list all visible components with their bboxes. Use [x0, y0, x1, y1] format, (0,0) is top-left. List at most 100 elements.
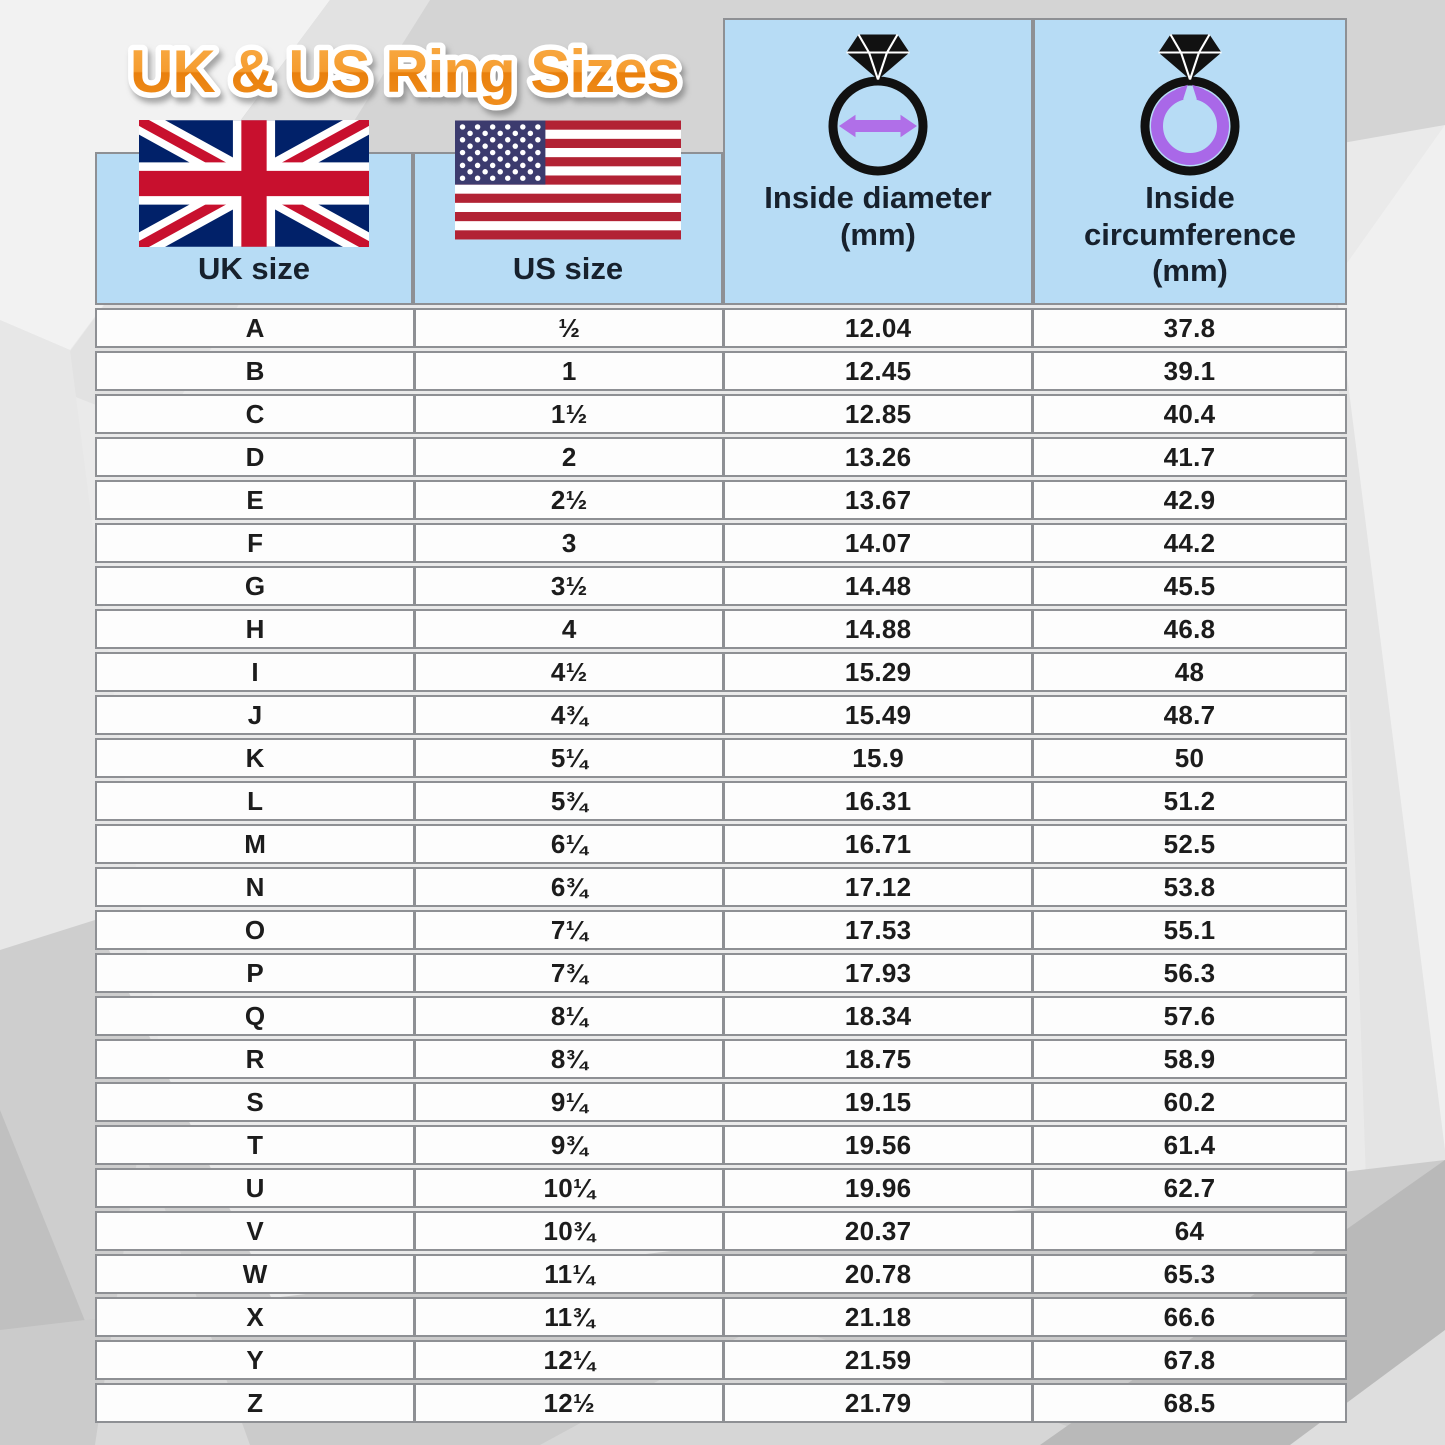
- cell-uk-size: O: [244, 914, 266, 945]
- cell-us-size: 4¾: [413, 697, 722, 733]
- cell-inside-circumference: 66.6: [1031, 1299, 1345, 1335]
- cell-us-size: 4: [413, 611, 722, 647]
- cell-inside-circumference: 61.4: [1031, 1127, 1345, 1163]
- table-row: K 5¼ 15.9 50: [95, 738, 1347, 778]
- cell-uk-size: Z: [247, 1387, 264, 1418]
- cell-uk-size: G: [244, 570, 266, 601]
- cell-us-size: 10¾: [413, 1213, 722, 1249]
- cell-inside-diameter: 17.12: [722, 869, 1031, 905]
- cell-inside-diameter: 18.75: [722, 1041, 1031, 1077]
- cell-uk-size: R: [245, 1043, 265, 1074]
- cell-us-size: 12½: [413, 1385, 722, 1421]
- us-flag: [455, 120, 681, 240]
- inside-diameter-label: Inside diameter (mm): [764, 180, 992, 252]
- cell-us-size: 12¼: [413, 1342, 722, 1378]
- cell-us-size: 9¾: [413, 1127, 722, 1163]
- table-row: T 9¾ 19.56 61.4: [95, 1125, 1347, 1165]
- table-row: J 4¾ 15.49 48.7: [95, 695, 1347, 735]
- cell-inside-circumference: 40.4: [1031, 396, 1345, 432]
- table-row: L 5¾ 16.31 51.2: [95, 781, 1347, 821]
- cell-us-size: 2: [413, 439, 722, 475]
- title-text: UK & US Ring Sizes: [130, 38, 679, 105]
- cell-uk-size: N: [245, 871, 265, 902]
- cell-inside-circumference: 57.6: [1031, 998, 1345, 1034]
- cell-inside-circumference: 48: [1031, 654, 1345, 690]
- cell-inside-circumference: 68.5: [1031, 1385, 1345, 1421]
- cell-us-size: 11¾: [413, 1299, 722, 1335]
- table-row: R 8¾ 18.75 58.9: [95, 1039, 1347, 1079]
- cell-inside-circumference: 64: [1031, 1213, 1345, 1249]
- header-inside-diameter: Inside diameter (mm): [723, 18, 1033, 305]
- cell-inside-diameter: 16.71: [722, 826, 1031, 862]
- page-title: UK & US Ring Sizes: [122, 18, 762, 127]
- cell-inside-circumference: 56.3: [1031, 955, 1345, 991]
- ring-diameter-icon: [828, 33, 928, 176]
- table-row: S 9¼ 19.15 60.2: [95, 1082, 1347, 1122]
- table-row: U 10¼ 19.96 62.7: [95, 1168, 1347, 1208]
- cell-uk-size: T: [247, 1129, 264, 1160]
- cell-inside-circumference: 53.8: [1031, 869, 1345, 905]
- cell-inside-circumference: 45.5: [1031, 568, 1345, 604]
- table-row: O 7¼ 17.53 55.1: [95, 910, 1347, 950]
- cell-inside-circumference: 65.3: [1031, 1256, 1345, 1292]
- cell-inside-circumference: 58.9: [1031, 1041, 1345, 1077]
- table-row: V 10¾ 20.37 64: [95, 1211, 1347, 1251]
- cell-inside-diameter: 19.15: [722, 1084, 1031, 1120]
- cell-inside-circumference: 39.1: [1031, 353, 1345, 389]
- cell-uk-size: J: [247, 699, 263, 730]
- cell-uk-size: I: [251, 656, 259, 687]
- cell-inside-diameter: 14.07: [722, 525, 1031, 561]
- cell-uk-size: E: [246, 484, 264, 515]
- cell-uk-size: P: [246, 957, 264, 988]
- cell-us-size: 4½: [413, 654, 722, 690]
- cell-uk-size: M: [244, 828, 267, 859]
- table-body: A ½ 12.04 37.8 B 1 12.45 39.1 C 1½ 12.85…: [95, 308, 1347, 1423]
- cell-uk-size: Y: [246, 1344, 264, 1375]
- cell-us-size: 7¾: [413, 955, 722, 991]
- cell-inside-circumference: 44.2: [1031, 525, 1345, 561]
- cell-inside-diameter: 20.37: [722, 1213, 1031, 1249]
- header-inside-circumference: Inside circumference (mm): [1033, 18, 1347, 305]
- cell-us-size: 9¼: [413, 1084, 722, 1120]
- cell-inside-circumference: 67.8: [1031, 1342, 1345, 1378]
- ring-size-table: UK size US size: [95, 18, 1347, 1426]
- table-row: X 11¾ 21.18 66.6: [95, 1297, 1347, 1337]
- cell-inside-circumference: 46.8: [1031, 611, 1345, 647]
- cell-us-size: 8¼: [413, 998, 722, 1034]
- cell-uk-size: B: [245, 355, 265, 386]
- cell-inside-circumference: 42.9: [1031, 482, 1345, 518]
- table-row: Y 12¼ 21.59 67.8: [95, 1340, 1347, 1380]
- cell-uk-size: L: [247, 785, 264, 816]
- table-row: Z 12½ 21.79 68.5: [95, 1383, 1347, 1423]
- table-row: M 6¼ 16.71 52.5: [95, 824, 1347, 864]
- inside-circumference-label: Inside circumference (mm): [1084, 180, 1296, 289]
- cell-us-size: 1½: [413, 396, 722, 432]
- table-row: W 11¼ 20.78 65.3: [95, 1254, 1347, 1294]
- uk-size-label: UK size: [198, 251, 310, 287]
- table-row: A ½ 12.04 37.8: [95, 308, 1347, 348]
- table-header-row: UK size US size: [95, 18, 1347, 305]
- cell-inside-diameter: 17.93: [722, 955, 1031, 991]
- cell-us-size: ½: [413, 310, 722, 346]
- cell-inside-diameter: 15.9: [722, 740, 1031, 776]
- cell-inside-circumference: 51.2: [1031, 783, 1345, 819]
- cell-uk-size: X: [246, 1301, 264, 1332]
- table-row: B 1 12.45 39.1: [95, 351, 1347, 391]
- cell-us-size: 11¼: [413, 1256, 722, 1292]
- table-row: Q 8¼ 18.34 57.6: [95, 996, 1347, 1036]
- cell-inside-diameter: 19.96: [722, 1170, 1031, 1206]
- table-row: C 1½ 12.85 40.4: [95, 394, 1347, 434]
- cell-uk-size: V: [246, 1215, 264, 1246]
- cell-inside-circumference: 62.7: [1031, 1170, 1345, 1206]
- cell-inside-diameter: 21.59: [722, 1342, 1031, 1378]
- cell-inside-circumference: 37.8: [1031, 310, 1345, 346]
- table-row: D 2 13.26 41.7: [95, 437, 1347, 477]
- cell-inside-circumference: 50: [1031, 740, 1345, 776]
- cell-inside-diameter: 12.04: [722, 310, 1031, 346]
- cell-inside-diameter: 13.26: [722, 439, 1031, 475]
- cell-us-size: 3: [413, 525, 722, 561]
- cell-inside-circumference: 52.5: [1031, 826, 1345, 862]
- uk-flag: [139, 120, 369, 247]
- table-row: F 3 14.07 44.2: [95, 523, 1347, 563]
- cell-uk-size: K: [245, 742, 265, 773]
